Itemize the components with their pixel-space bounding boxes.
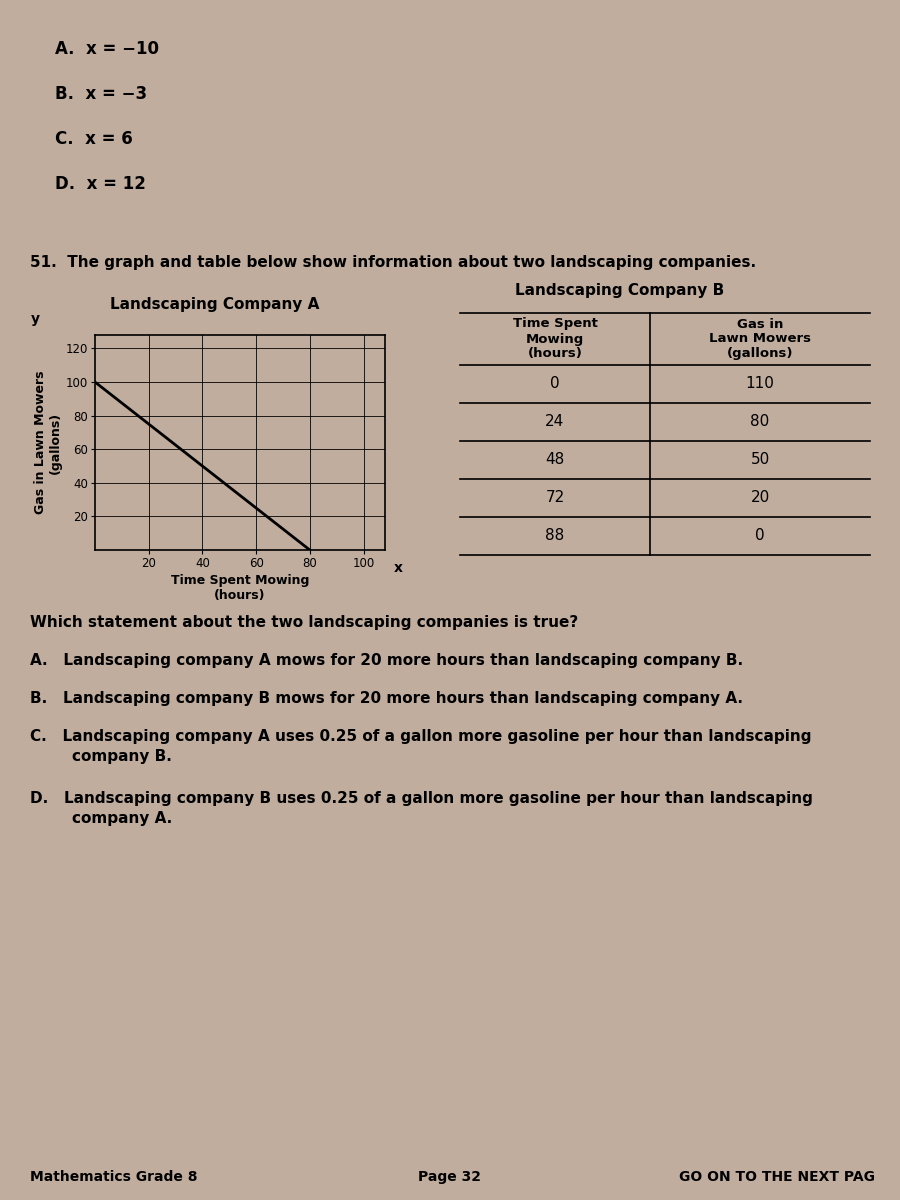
Text: Landscaping Company B: Landscaping Company B [516, 283, 724, 298]
Text: A.  x = −10: A. x = −10 [55, 40, 159, 58]
Text: Landscaping Company A: Landscaping Company A [111, 296, 320, 312]
Text: Which statement about the two landscaping companies is true?: Which statement about the two landscapin… [30, 614, 578, 630]
Text: y: y [32, 312, 40, 326]
Text: B.  x = −3: B. x = −3 [55, 85, 147, 103]
X-axis label: Time Spent Mowing
(hours): Time Spent Mowing (hours) [171, 574, 310, 602]
Text: Page 32: Page 32 [418, 1170, 482, 1184]
Text: Time Spent
Mowing
(hours): Time Spent Mowing (hours) [513, 318, 598, 360]
Text: 0: 0 [755, 528, 765, 544]
Text: 72: 72 [545, 491, 564, 505]
Text: C.   Landscaping company A uses 0.25 of a gallon more gasoline per hour than lan: C. Landscaping company A uses 0.25 of a … [30, 728, 812, 744]
Text: A.   Landscaping company A mows for 20 more hours than landscaping company B.: A. Landscaping company A mows for 20 mor… [30, 653, 743, 668]
Text: GO ON TO THE NEXT PAG: GO ON TO THE NEXT PAG [679, 1170, 875, 1184]
Y-axis label: Gas in Lawn Mowers
(gallons): Gas in Lawn Mowers (gallons) [33, 371, 61, 515]
Text: 48: 48 [545, 452, 564, 468]
Text: company B.: company B. [30, 749, 172, 764]
Text: 20: 20 [751, 491, 770, 505]
Text: C.  x = 6: C. x = 6 [55, 130, 133, 148]
Text: B.   Landscaping company B mows for 20 more hours than landscaping company A.: B. Landscaping company B mows for 20 mor… [30, 691, 743, 706]
Text: Gas in
Lawn Mowers
(gallons): Gas in Lawn Mowers (gallons) [709, 318, 811, 360]
Text: company A.: company A. [30, 811, 172, 826]
Text: x: x [393, 560, 402, 575]
Text: 110: 110 [745, 377, 774, 391]
Text: 50: 50 [751, 452, 770, 468]
Text: 0: 0 [550, 377, 560, 391]
Text: Mathematics Grade 8: Mathematics Grade 8 [30, 1170, 197, 1184]
Text: 80: 80 [751, 414, 770, 430]
Text: 88: 88 [545, 528, 564, 544]
Text: D.  x = 12: D. x = 12 [55, 175, 146, 193]
Text: 51.  The graph and table below show information about two landscaping companies.: 51. The graph and table below show infor… [30, 254, 756, 270]
Text: 24: 24 [545, 414, 564, 430]
Text: D.   Landscaping company B uses 0.25 of a gallon more gasoline per hour than lan: D. Landscaping company B uses 0.25 of a … [30, 791, 813, 806]
